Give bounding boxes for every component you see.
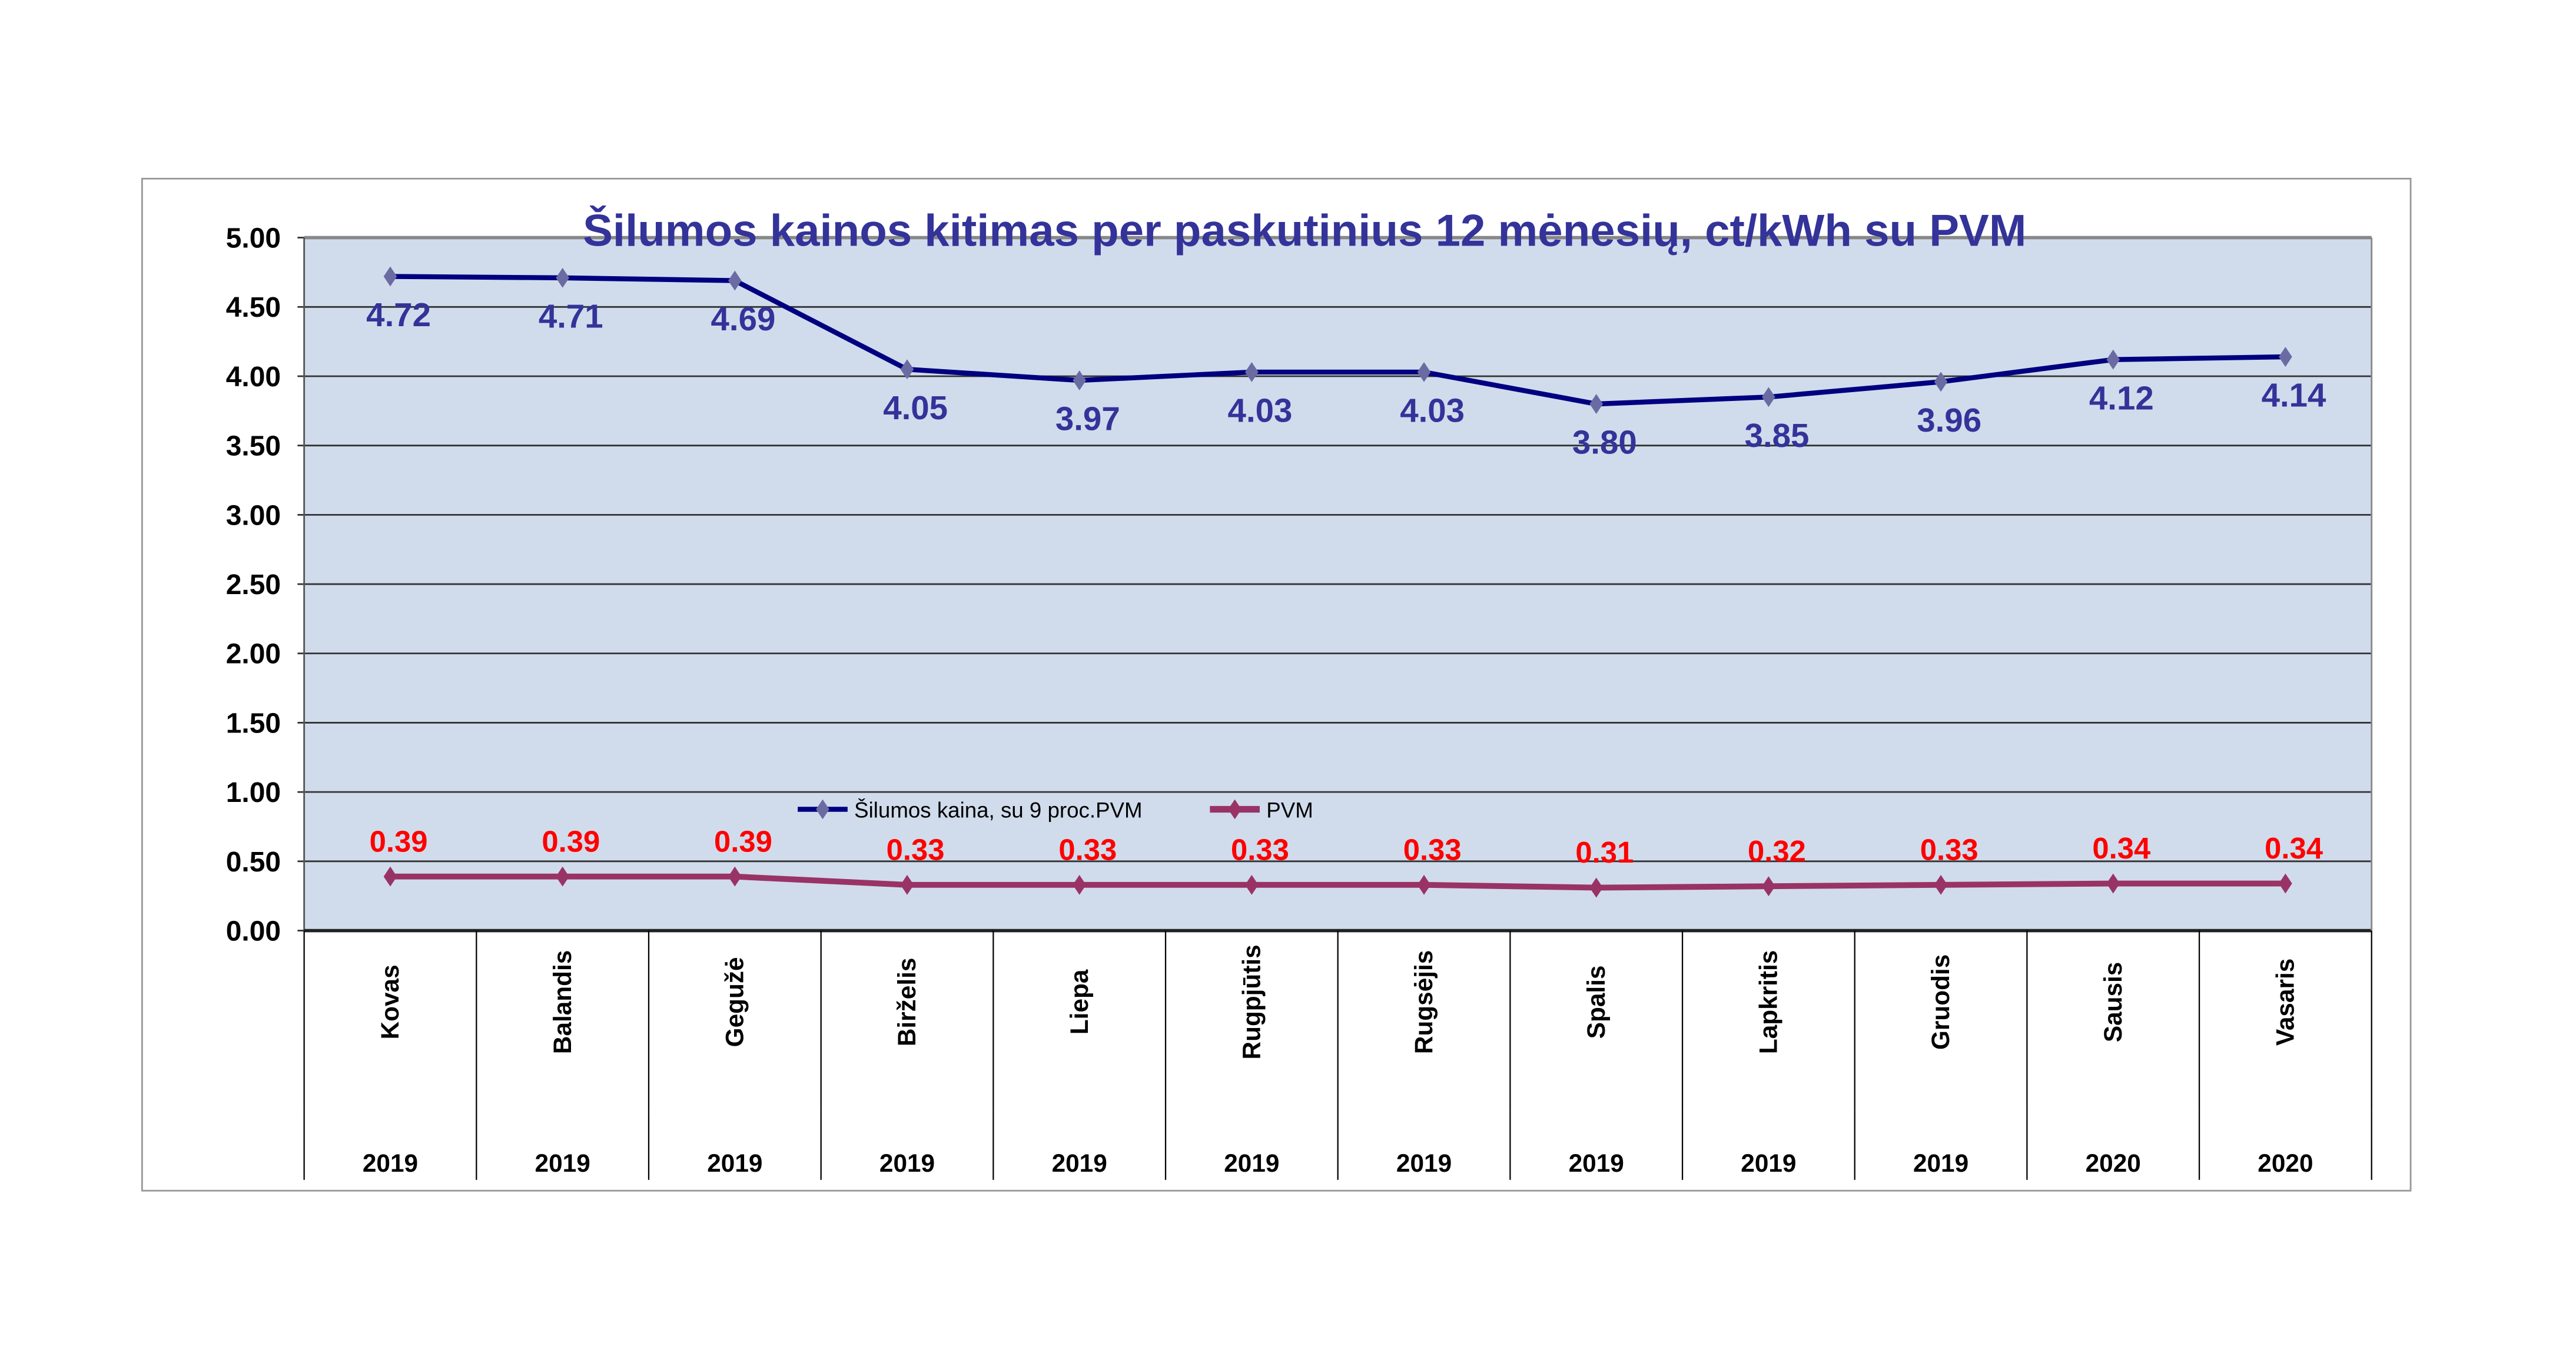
- data-label: 4.14: [2262, 377, 2326, 414]
- data-label: 3.97: [1055, 400, 1120, 437]
- x-year-label: 2020: [2258, 1149, 2313, 1177]
- data-point-marker: [1589, 394, 1604, 414]
- x-year-label: 2019: [707, 1149, 762, 1177]
- data-label: 4.71: [539, 298, 603, 335]
- data-label: 0.33: [1920, 833, 1979, 867]
- y-tick-label: 5.00: [226, 223, 281, 254]
- data-point-marker: [1934, 372, 1948, 392]
- x-year-label: 2019: [1569, 1149, 1624, 1177]
- data-point-marker: [1934, 874, 1948, 895]
- data-point-marker: [383, 266, 397, 287]
- data-label: 4.12: [2089, 379, 2154, 416]
- data-label: 4.72: [366, 296, 431, 333]
- x-year-label: 2020: [2086, 1149, 2141, 1177]
- y-tick-label: 3.00: [226, 500, 281, 531]
- data-point-marker: [1073, 370, 1086, 390]
- data-label: 4.69: [711, 300, 776, 337]
- data-point-marker: [1417, 362, 1431, 382]
- x-year-label: 2019: [1052, 1149, 1107, 1177]
- y-tick-label: 3.50: [226, 431, 281, 462]
- x-year-label: 2019: [1741, 1149, 1796, 1177]
- x-category-label: Balandis: [549, 950, 576, 1054]
- data-label: 0.34: [2092, 831, 2150, 865]
- x-category-label: Rugsėjis: [1410, 950, 1438, 1054]
- x-category-label: Kovas: [376, 964, 404, 1039]
- legend-label: PVM: [1266, 798, 1313, 823]
- data-point-marker: [900, 359, 914, 380]
- y-tick-label: 4.50: [226, 292, 281, 323]
- data-point-marker: [556, 267, 569, 288]
- y-tick-label: 4.00: [226, 362, 281, 393]
- y-tick-label: 0.50: [226, 847, 281, 878]
- x-year-label: 2019: [1396, 1149, 1452, 1177]
- data-label: 0.39: [542, 824, 600, 858]
- x-year-label: 2019: [363, 1149, 418, 1177]
- data-point-marker: [1245, 362, 1259, 382]
- data-point-marker: [1417, 874, 1431, 895]
- y-tick-label: 0.00: [226, 916, 281, 947]
- data-label: 0.32: [1748, 834, 1806, 868]
- data-label: 0.33: [1403, 833, 1462, 867]
- data-point-marker: [383, 866, 397, 887]
- series-line-pvm: [390, 873, 2286, 891]
- x-year-label: 2019: [1224, 1149, 1279, 1177]
- data-label: 4.03: [1400, 392, 1465, 429]
- x-year-label: 2019: [879, 1149, 935, 1177]
- data-point-marker: [2106, 349, 2120, 370]
- data-label: 4.05: [883, 389, 948, 426]
- data-point-marker: [556, 866, 569, 887]
- data-label: 0.33: [887, 833, 945, 867]
- x-year-label: 2019: [535, 1149, 590, 1177]
- data-point-marker: [1762, 387, 1775, 407]
- y-tick-label: 2.50: [226, 569, 281, 601]
- data-point-marker: [728, 866, 742, 887]
- data-label: 0.31: [1575, 835, 1634, 869]
- data-point-marker: [900, 874, 914, 895]
- data-label: 0.33: [1058, 833, 1117, 867]
- data-point-marker: [2279, 873, 2292, 894]
- y-tick-label: 1.00: [226, 777, 281, 808]
- x-category-label: Gegužė: [721, 957, 748, 1047]
- x-year-label: 2019: [1913, 1149, 1968, 1177]
- x-category-label: Rugpjūtis: [1237, 944, 1265, 1059]
- data-label: 0.33: [1231, 833, 1289, 867]
- legend-marker: [1228, 799, 1241, 820]
- data-label: 0.39: [370, 824, 428, 858]
- data-point-marker: [1762, 876, 1775, 897]
- x-category-label: Birželis: [893, 958, 921, 1047]
- y-tick-label: 1.50: [226, 708, 281, 739]
- legend: Šilumos kaina, su 9 proc.PVM PVM: [798, 798, 1313, 823]
- x-category-label: Gruodis: [1927, 954, 1954, 1050]
- chart-title: Šilumos kainos kitimas per paskutinius 1…: [583, 206, 2026, 256]
- series-line-silumos-kaina: [390, 274, 2286, 407]
- data-label: 4.03: [1228, 392, 1293, 429]
- data-label: 3.96: [1917, 402, 1981, 439]
- x-category-label: Spalis: [1582, 966, 1610, 1039]
- data-point-marker: [2279, 347, 2292, 367]
- data-point-marker: [1073, 874, 1086, 895]
- data-label: 3.85: [1745, 417, 1810, 454]
- data-point-marker: [2106, 873, 2120, 894]
- y-tick-label: 2.00: [226, 639, 281, 670]
- data-point-marker: [728, 270, 742, 291]
- data-label: 0.34: [2265, 831, 2323, 865]
- data-label: 0.39: [714, 824, 772, 858]
- data-point-marker: [1589, 877, 1604, 898]
- legend-marker: [816, 799, 829, 820]
- x-category-label: Sausis: [2099, 962, 2127, 1042]
- legend-label: Šilumos kaina, su 9 proc.PVM: [854, 798, 1142, 823]
- x-category-label: Lapkritis: [1754, 950, 1782, 1054]
- x-category-label: Vasaris: [2272, 959, 2299, 1046]
- data-point-marker: [1245, 874, 1259, 895]
- x-category-label: Liepa: [1065, 969, 1093, 1035]
- data-label: 3.80: [1572, 424, 1637, 461]
